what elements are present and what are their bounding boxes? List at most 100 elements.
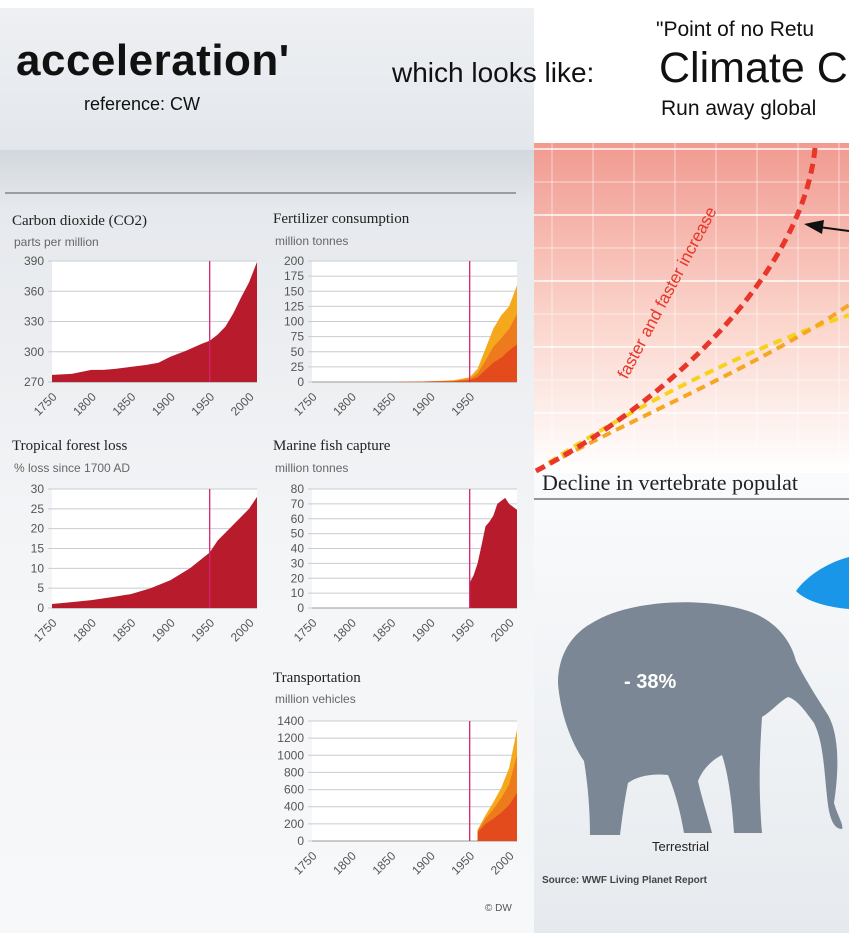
chart-title: Fertilizer consumption	[273, 211, 410, 227]
x-tick-label: 1800	[330, 616, 359, 645]
arrow-head-icon	[804, 220, 824, 234]
chart-unit: % loss since 1700 AD	[14, 461, 130, 475]
runaway-line: Run away global	[661, 97, 817, 120]
series-area	[52, 262, 257, 382]
x-tick-label: 1950	[448, 849, 477, 878]
y-tick-label: 50	[291, 345, 305, 359]
dw-credit: © DW	[485, 903, 512, 914]
y-tick-label: 400	[284, 800, 304, 814]
series-area	[477, 793, 517, 841]
chart-unit: million vehicles	[275, 692, 356, 706]
series-area	[52, 496, 257, 608]
accelerating-increase-curve	[534, 147, 818, 473]
arrow-shaft	[818, 226, 849, 232]
y-tick-label: 100	[284, 315, 304, 329]
y-tick-label: 25	[31, 502, 45, 516]
y-tick-label: 1000	[277, 748, 304, 762]
chart-2: 0 5 10 15 20 25 30 1750 1800 1850 1900 1950 2000 Trop…	[12, 438, 257, 645]
x-tick-label: 1750	[31, 616, 60, 645]
y-tick-label: 0	[297, 375, 304, 389]
chart-unit: parts per million	[14, 235, 99, 249]
y-tick-label: 0	[297, 834, 304, 848]
y-tick-label: 600	[284, 783, 304, 797]
x-tick-label: 1750	[31, 390, 60, 419]
x-tick-label: 1900	[409, 390, 438, 419]
x-tick-label: 2000	[488, 849, 517, 878]
x-tick-label: 1950	[188, 616, 217, 645]
quote-line: "Point of no Retu	[656, 18, 815, 41]
reference-text: reference: CW	[84, 94, 201, 114]
x-tick-label: 1950	[448, 616, 477, 645]
y-tick-label: 10	[31, 561, 45, 575]
y-tick-label: 330	[24, 315, 44, 329]
y-tick-label: 270	[24, 375, 44, 389]
y-tick-label: 70	[291, 497, 305, 511]
y-tick-label: 40	[291, 542, 305, 556]
terrestrial-label: Terrestrial	[652, 839, 710, 854]
vertebrate-decline-panel: Decline in vertebrate populat - 38% Terr…	[534, 473, 849, 933]
y-tick-label: 20	[31, 522, 45, 536]
chart-title: Marine fish capture	[273, 438, 391, 454]
x-tick-label: 1800	[70, 390, 99, 419]
y-tick-label: 0	[297, 601, 304, 615]
indicators-panel: 270 300 330 360 390 1750 1800 1850 1900 1950 2000 C…	[0, 150, 534, 933]
x-tick-label: 1750	[291, 616, 320, 645]
x-tick-label: 1900	[409, 616, 438, 645]
climate-change-graphic: faster and faster increase	[534, 143, 849, 473]
x-tick-label: 1800	[70, 616, 99, 645]
chart-title: Transportation	[273, 670, 361, 686]
header-left-background	[0, 8, 534, 150]
y-tick-label: 0	[37, 601, 44, 615]
y-tick-label: 200	[284, 817, 304, 831]
y-tick-label: 5	[37, 581, 44, 595]
x-tick-label: 1750	[291, 390, 320, 419]
y-tick-label: 1400	[277, 714, 304, 728]
x-tick-label: 1950	[448, 390, 477, 419]
terrestrial-percent: - 38%	[624, 671, 677, 693]
x-tick-label: 1900	[149, 390, 178, 419]
y-tick-label: 25	[291, 360, 305, 374]
chart-unit: million tonnes	[275, 234, 348, 248]
decline-title: Decline in vertebrate populat	[542, 473, 798, 495]
y-tick-label: 1200	[277, 731, 304, 745]
y-tick-label: 200	[284, 254, 304, 268]
y-tick-label: 150	[284, 284, 304, 298]
x-tick-label: 1850	[110, 616, 139, 645]
x-tick-label: 1750	[291, 849, 320, 878]
chart-0: 270 300 330 360 390 1750 1800 1850 1900 1950 2000 C…	[12, 213, 257, 419]
x-tick-label: 2000	[488, 616, 517, 645]
y-tick-label: 390	[24, 254, 44, 268]
x-tick-label: 1800	[330, 849, 359, 878]
y-tick-label: 360	[24, 284, 44, 298]
x-tick-label: 1850	[370, 390, 399, 419]
x-tick-label: 1900	[149, 616, 178, 645]
climate-grid	[534, 143, 849, 473]
x-tick-label: 2000	[228, 616, 257, 645]
y-tick-label: 800	[284, 765, 304, 779]
x-tick-label: 2000	[228, 390, 257, 419]
y-tick-label: 80	[291, 482, 305, 496]
elephant-silhouette-icon	[558, 602, 843, 835]
source-note: Source: WWF Living Planet Report	[542, 875, 708, 886]
chart-title: Tropical forest loss	[12, 438, 127, 454]
fish-silhouette-icon	[796, 557, 849, 609]
chart-title: Carbon dioxide (CO2)	[12, 213, 147, 229]
y-tick-label: 60	[291, 512, 305, 526]
climate-curve-svg: faster and faster increase	[534, 143, 849, 473]
series-area	[469, 497, 517, 608]
looks-like-text: which looks like:	[392, 57, 595, 88]
series-area	[312, 344, 517, 382]
y-tick-label: 75	[291, 330, 305, 344]
x-tick-label: 1950	[188, 390, 217, 419]
y-tick-label: 30	[31, 482, 45, 496]
y-tick-label: 300	[24, 345, 44, 359]
y-tick-label: 15	[31, 542, 45, 556]
x-tick-label: 1900	[409, 849, 438, 878]
header: acceleration' reference: CW which looks …	[0, 0, 849, 150]
chart-4: 0 200 400 600 800 1000 1200 1400 1750 1800 1850 190…	[273, 670, 517, 878]
vertebrate-svg	[534, 498, 849, 835]
y-tick-label: 175	[284, 269, 304, 283]
